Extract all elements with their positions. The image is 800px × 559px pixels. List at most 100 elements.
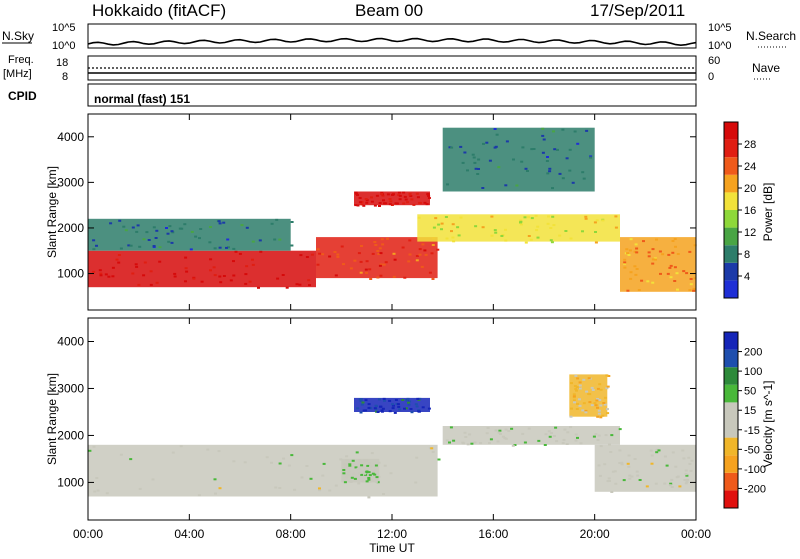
- data-cell: [406, 201, 409, 204]
- data-cell: [99, 274, 103, 277]
- data-cell: [591, 389, 595, 391]
- data-cell: [687, 456, 691, 459]
- data-cell: [635, 470, 639, 473]
- data-cell: [636, 474, 640, 477]
- data-cell: [381, 407, 385, 410]
- data-cell: [573, 401, 576, 404]
- data-cell: [585, 390, 589, 393]
- data-cell: [595, 219, 599, 222]
- data-cell: [349, 480, 353, 483]
- data-cell: [552, 435, 556, 437]
- data-cell: [423, 249, 427, 252]
- colorbar-tick-label: 4: [744, 271, 750, 283]
- data-cell: [653, 257, 657, 260]
- data-cell: [192, 277, 196, 280]
- data-cell: [240, 224, 244, 227]
- data-cell: [118, 219, 122, 222]
- data-cell: [568, 148, 572, 151]
- data-cell: [690, 459, 694, 462]
- data-cell: [378, 247, 382, 250]
- data-cell: [418, 202, 422, 204]
- data-cell: [189, 248, 193, 251]
- data-cell: [504, 228, 507, 231]
- data-cell: [370, 200, 374, 203]
- data-cell: [397, 405, 401, 408]
- data-cell: [655, 238, 658, 241]
- data-cell: [321, 474, 325, 477]
- data-cell: [468, 433, 472, 436]
- data-cell: [688, 250, 692, 253]
- data-cell: [510, 427, 514, 430]
- data-cell: [389, 200, 393, 203]
- data-cell: [359, 400, 363, 403]
- data-cell: [573, 130, 577, 133]
- data-cell: [342, 471, 346, 474]
- data-cell: [464, 436, 468, 438]
- data-cell: [415, 456, 419, 459]
- data-cell: [523, 441, 527, 444]
- data-cell: [336, 255, 340, 258]
- data-cell: [459, 145, 463, 148]
- data-cell: [692, 289, 696, 292]
- data-cell: [654, 258, 657, 261]
- data-cell: [651, 281, 655, 284]
- data-cell: [347, 470, 351, 473]
- data-cell: [609, 451, 613, 453]
- data-cell: [553, 148, 557, 151]
- data-cell: [318, 252, 322, 255]
- data-cell: [595, 399, 599, 402]
- data-cell: [398, 198, 402, 201]
- data-cell: [208, 241, 212, 244]
- data-cell: [597, 464, 601, 467]
- data-cell: [566, 431, 570, 434]
- data-cell: [448, 441, 451, 444]
- colorbar-tick-label: -100: [744, 464, 766, 476]
- data-cell: [213, 478, 217, 481]
- colorbar-tick-label: 16: [744, 205, 756, 217]
- data-cell: [356, 194, 359, 196]
- data-cell: [689, 469, 693, 472]
- data-cell: [477, 158, 481, 161]
- data-cell: [582, 177, 586, 180]
- data-cell: [408, 253, 412, 256]
- data-cell: [407, 403, 411, 406]
- data-cell: [461, 161, 465, 164]
- data-cell: [328, 255, 332, 258]
- nsky-panel: [87, 23, 697, 49]
- data-cell: [365, 271, 368, 274]
- y-tick-label: 3000: [57, 381, 84, 395]
- data-cell: [466, 443, 470, 446]
- data-cell: [359, 260, 363, 263]
- y-tick-label: 3000: [57, 175, 84, 189]
- data-cell: [634, 243, 638, 246]
- data-cell: [209, 258, 213, 261]
- data-cell: [461, 441, 465, 444]
- data-cell: [604, 434, 608, 437]
- data-cell: [676, 475, 680, 478]
- data-cell: [287, 464, 291, 467]
- data-cell: [598, 399, 602, 401]
- data-cell: [322, 462, 326, 465]
- colorbar-tick-label: -15: [744, 425, 760, 437]
- data-cell: [575, 408, 579, 410]
- data-cell: [392, 275, 396, 278]
- data-cell: [209, 226, 212, 228]
- data-cell: [227, 246, 230, 249]
- data-cell: [401, 246, 405, 249]
- y-tick-label: 1000: [57, 267, 84, 281]
- data-cell: [418, 253, 422, 256]
- colorbar-tick-label: 24: [744, 161, 756, 173]
- data-cell: [350, 476, 354, 479]
- data-cell: [244, 282, 248, 285]
- data-cell: [285, 286, 289, 289]
- data-cell: [417, 216, 421, 219]
- data-cell: [618, 449, 622, 452]
- data-cell: [367, 462, 371, 465]
- data-cell: [607, 375, 611, 377]
- data-cell: [388, 399, 392, 402]
- data-cell: [579, 442, 583, 445]
- data-cell: [605, 374, 609, 377]
- data-cell: [661, 253, 665, 256]
- data-cell: [434, 217, 438, 220]
- data-cell: [345, 463, 349, 466]
